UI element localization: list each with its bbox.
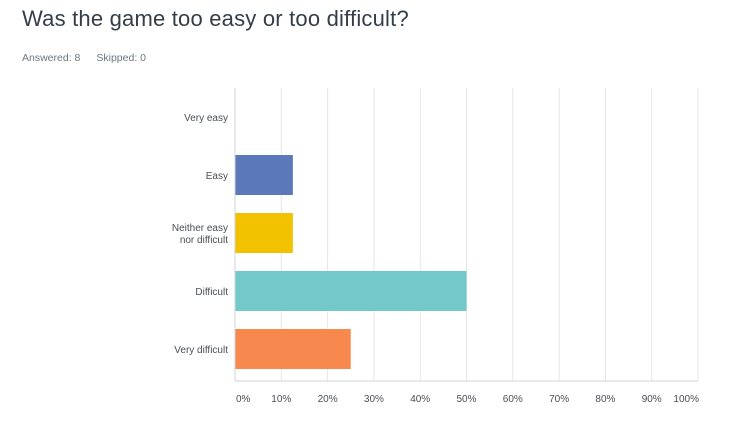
x-tick-label: 70% [549, 394, 569, 405]
skipped-count: Skipped: 0 [96, 52, 146, 64]
bar [235, 213, 293, 253]
x-tick-label: 10% [271, 394, 291, 405]
response-stats: Answered: 8 Skipped: 0 [22, 52, 146, 64]
category-label: Difficult [195, 287, 228, 298]
x-tick-label: 60% [503, 394, 523, 405]
x-tick-label: 0% [236, 394, 251, 405]
question-title: Was the game too easy or too difficult? [22, 6, 409, 31]
category-label: Very easy [184, 113, 228, 124]
x-tick-label: 50% [456, 394, 476, 405]
bar [235, 155, 293, 195]
x-tick-label: 40% [410, 394, 430, 405]
answered-count: Answered: 8 [22, 52, 81, 64]
category-label: Easy [206, 171, 228, 182]
bar [235, 329, 351, 369]
x-tick-label: 90% [642, 394, 662, 405]
category-label: Neither easy nor difficult [172, 223, 228, 246]
bar [235, 271, 467, 311]
x-tick-label: 100% [673, 394, 699, 405]
x-tick-label: 30% [364, 394, 384, 405]
x-tick-label: 20% [318, 394, 338, 405]
category-label: Very difficult [174, 345, 228, 356]
x-tick-label: 80% [595, 394, 615, 405]
